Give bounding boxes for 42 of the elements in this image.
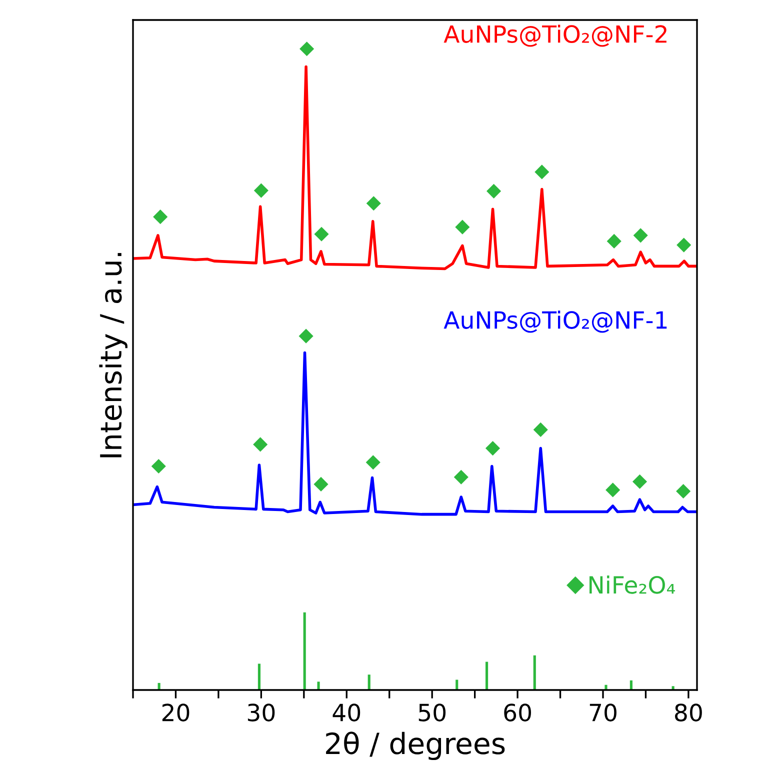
bar [533, 655, 536, 690]
point [533, 422, 548, 437]
x-tick-label: 60 [504, 704, 531, 722]
bar [368, 674, 370, 690]
point [632, 474, 648, 489]
x-tick-label: 80 [675, 704, 702, 722]
point [455, 220, 470, 234]
point [366, 455, 380, 470]
point [633, 228, 648, 243]
point [606, 482, 620, 498]
legend-label: NiFe₂O₄ [590, 576, 675, 594]
point [366, 196, 381, 211]
x-tick-label: 70 [590, 704, 616, 722]
point [151, 458, 166, 474]
point [486, 184, 502, 198]
bar [604, 684, 608, 690]
bar [456, 680, 458, 690]
text: AuNPs@TiO₂@NF-2 [444, 24, 666, 47]
point [676, 238, 692, 252]
point [454, 470, 468, 484]
x-tick-label: 40 [332, 704, 360, 722]
point [300, 42, 314, 56]
point [298, 328, 314, 344]
point [485, 441, 500, 456]
x-tick-label: 20 [162, 704, 190, 722]
x-axis-title: 2θ / degrees [326, 732, 505, 760]
point [676, 484, 691, 499]
bar [317, 682, 320, 690]
bar [486, 662, 488, 690]
x-tick-label: 30 [248, 704, 275, 722]
point [314, 476, 328, 492]
bar [258, 664, 260, 690]
point [253, 437, 268, 452]
bar [303, 612, 306, 690]
point [153, 210, 168, 224]
x-tick-label: 50 [418, 704, 446, 722]
point [534, 164, 550, 180]
point [254, 183, 268, 198]
point [606, 234, 622, 248]
text: AuNPs@TiO₂@NF-1 [444, 310, 667, 333]
y-axis-title: Intensity / a.u. [99, 253, 128, 458]
point [314, 226, 329, 242]
